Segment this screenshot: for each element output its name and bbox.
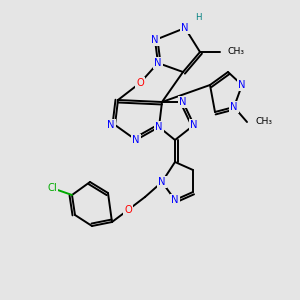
Text: N: N — [230, 102, 238, 112]
Text: N: N — [190, 120, 198, 130]
Text: Cl: Cl — [47, 183, 57, 193]
Text: CH₃: CH₃ — [227, 46, 244, 56]
Text: N: N — [158, 177, 166, 187]
Text: N: N — [154, 58, 162, 68]
Text: CH₃: CH₃ — [255, 118, 272, 127]
Text: N: N — [238, 80, 246, 90]
Text: H: H — [195, 13, 201, 22]
Text: N: N — [107, 120, 115, 130]
Text: N: N — [132, 135, 140, 145]
Text: N: N — [155, 122, 163, 132]
Text: O: O — [124, 205, 132, 215]
Text: N: N — [171, 195, 179, 205]
Text: N: N — [151, 35, 159, 45]
Text: O: O — [136, 78, 144, 88]
Text: N: N — [179, 97, 187, 107]
Text: N: N — [181, 23, 189, 33]
